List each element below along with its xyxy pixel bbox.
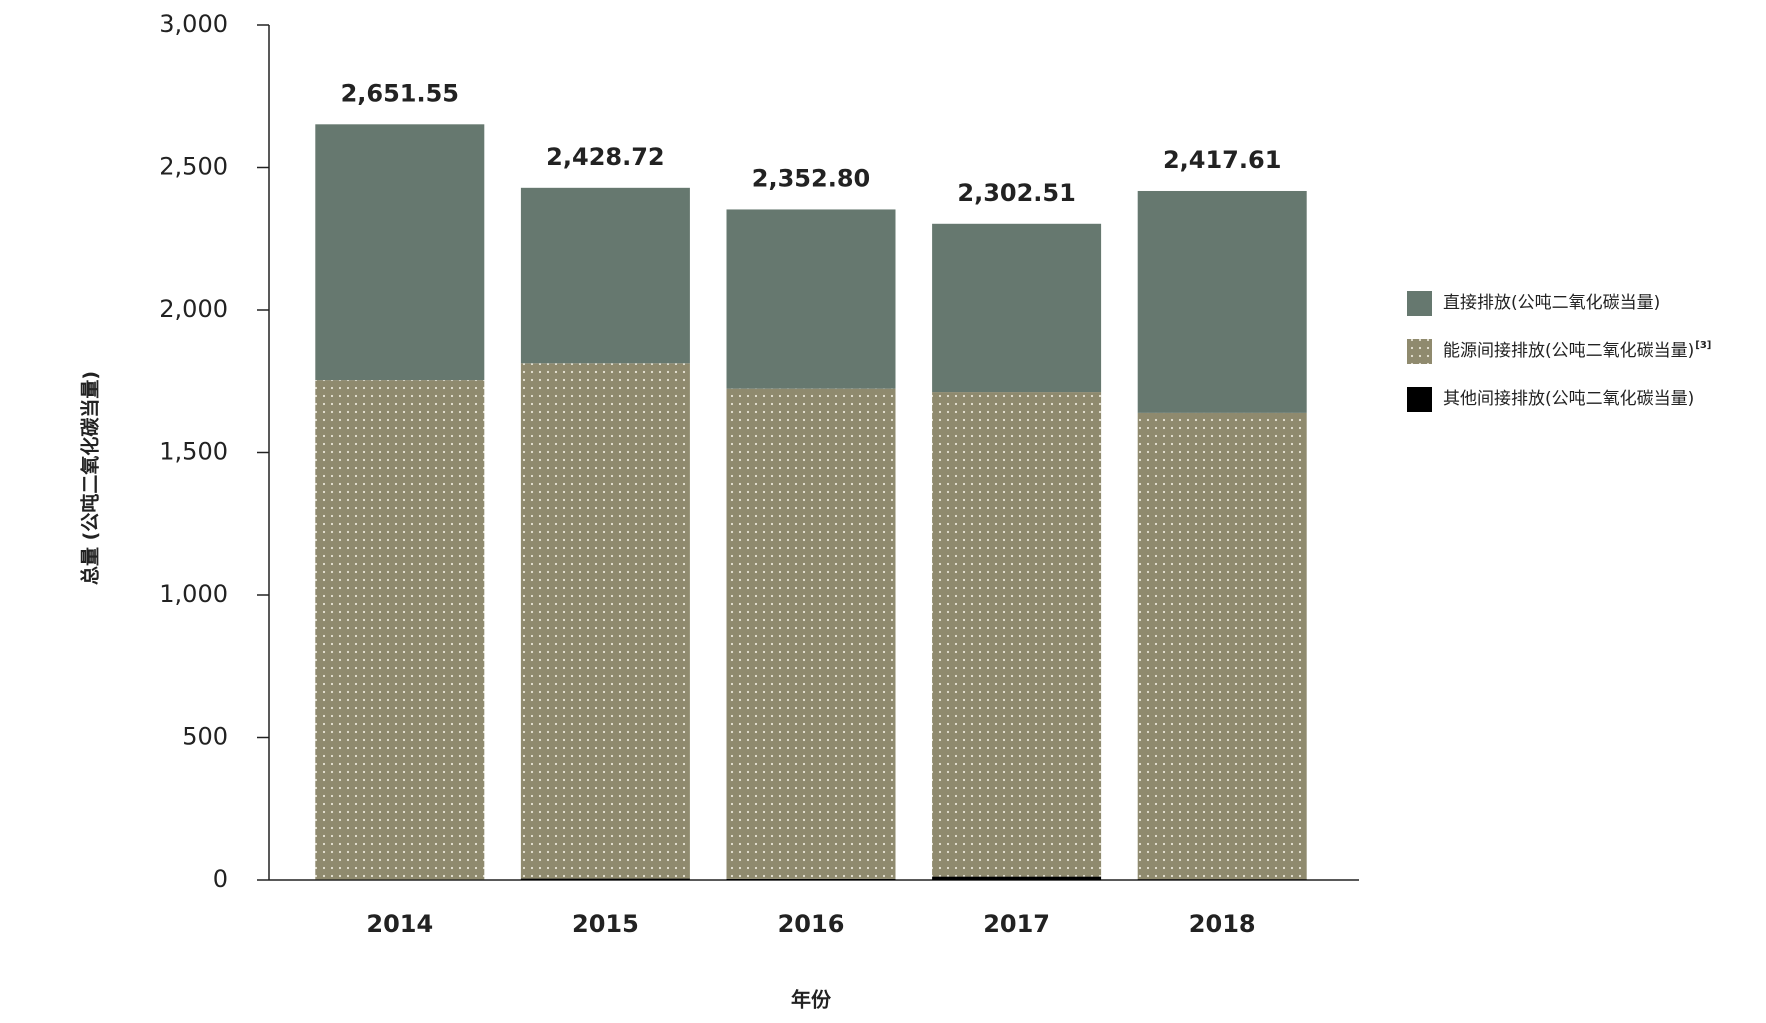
legend-swatch bbox=[1407, 291, 1432, 316]
bar-segment bbox=[315, 879, 485, 880]
x-tick-label: 2015 bbox=[572, 910, 639, 938]
legend-label: 直接排放(公吨二氧化碳当量) bbox=[1443, 293, 1660, 313]
y-tick-label: 3,000 bbox=[159, 10, 228, 38]
legend-footnote: [3] bbox=[1695, 340, 1711, 351]
legend-label: 能源间接排放(公吨二氧化碳当量) bbox=[1443, 341, 1694, 361]
total-label: 2,651.55 bbox=[341, 79, 459, 107]
x-tick-label: 2014 bbox=[366, 910, 433, 938]
x-tick-label: 2017 bbox=[983, 910, 1050, 938]
y-tick-label: 1,000 bbox=[159, 580, 228, 608]
bar-segment bbox=[520, 187, 690, 364]
bar-segment bbox=[932, 392, 1102, 877]
bar-segment bbox=[726, 388, 896, 879]
bar-segment bbox=[1137, 879, 1307, 880]
legend-label: 其他间接排放(公吨二氧化碳当量) bbox=[1443, 389, 1694, 409]
y-tick-label: 1,500 bbox=[159, 438, 228, 466]
legend-swatch bbox=[1407, 387, 1432, 412]
total-label: 2,352.80 bbox=[752, 164, 870, 192]
x-tick-label: 2018 bbox=[1189, 910, 1256, 938]
x-axis-title: 年份 bbox=[791, 988, 832, 1012]
total-label: 2,302.51 bbox=[957, 179, 1075, 207]
bar-segment bbox=[932, 876, 1102, 880]
bar-segment bbox=[315, 124, 485, 381]
y-tick-label: 2,500 bbox=[159, 153, 228, 181]
total-label: 2,417.61 bbox=[1163, 146, 1281, 174]
bar-segment bbox=[1137, 412, 1307, 880]
y-axis-title: 总量 (公吨二氧化碳当量) bbox=[79, 371, 102, 585]
y-tick-label: 500 bbox=[182, 723, 228, 751]
legend-swatch bbox=[1407, 339, 1432, 364]
bar-segment bbox=[726, 878, 896, 880]
bar-segment bbox=[932, 223, 1102, 393]
bar-segment bbox=[726, 209, 896, 389]
bar-segment bbox=[520, 878, 690, 880]
bar-segment bbox=[1137, 190, 1307, 413]
y-tick-label: 0 bbox=[213, 865, 228, 893]
bar-segment bbox=[315, 380, 485, 880]
y-tick-label: 2,000 bbox=[159, 295, 228, 323]
x-tick-label: 2016 bbox=[778, 910, 845, 938]
total-label: 2,428.72 bbox=[546, 143, 664, 171]
bar-segment bbox=[520, 363, 690, 879]
